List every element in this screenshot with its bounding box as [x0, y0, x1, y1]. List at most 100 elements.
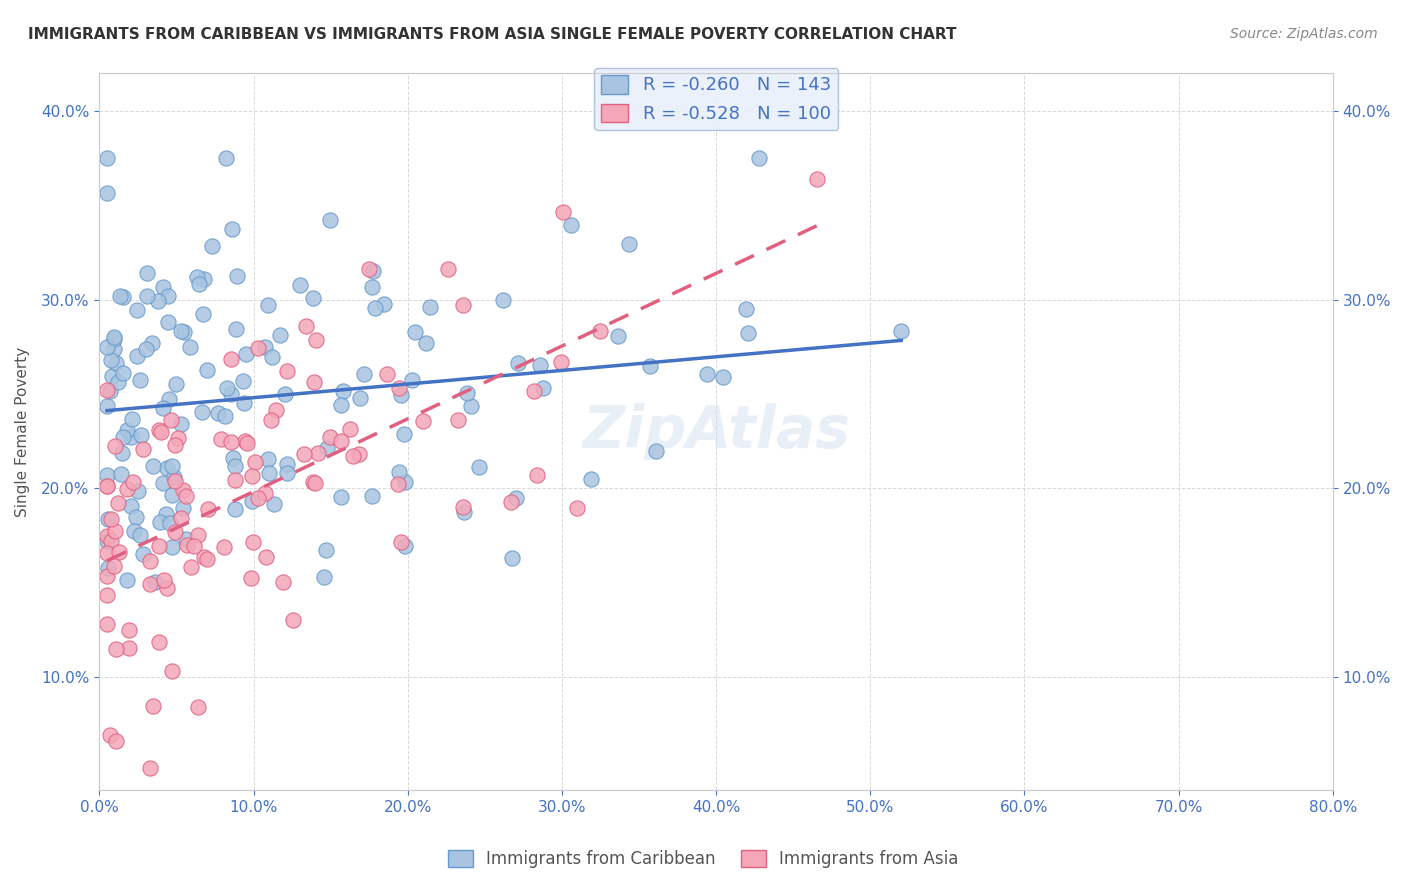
Point: [155, 508, 177, 522]
Point: [456, 386, 478, 401]
Point: [711, 370, 734, 384]
Point: [166, 431, 188, 445]
Point: [550, 355, 572, 369]
Point: [221, 351, 243, 366]
Point: [155, 461, 177, 475]
Point: [107, 375, 129, 389]
Point: [105, 641, 128, 656]
Point: [183, 539, 205, 553]
Point: [96, 151, 118, 165]
Point: [392, 426, 415, 441]
Point: [224, 458, 246, 473]
Point: [139, 761, 162, 775]
Point: [361, 263, 384, 277]
Point: [607, 329, 630, 343]
Point: [551, 204, 574, 219]
Point: [361, 279, 384, 293]
Point: [319, 430, 342, 444]
Point: [292, 447, 315, 461]
Point: [226, 268, 249, 283]
Point: [436, 261, 458, 276]
Point: [110, 467, 132, 481]
Point: [96, 546, 118, 560]
Point: [136, 289, 159, 303]
Point: [104, 439, 127, 453]
Point: [118, 640, 141, 655]
Point: [97, 512, 120, 526]
Point: [233, 434, 256, 448]
Point: [96, 340, 118, 354]
Point: [129, 373, 152, 387]
Point: [257, 298, 280, 312]
Point: [302, 376, 325, 390]
Point: [132, 442, 155, 456]
Point: [172, 483, 194, 498]
Point: [315, 542, 337, 557]
Point: [263, 497, 285, 511]
Point: [179, 340, 201, 354]
Point: [97, 561, 120, 575]
Point: [259, 467, 281, 481]
Point: [96, 467, 118, 482]
Point: [103, 558, 125, 573]
Point: [501, 551, 523, 566]
Text: ZipAtlas: ZipAtlas: [582, 403, 851, 460]
Point: [170, 324, 193, 338]
Point: [451, 500, 474, 514]
Point: [195, 551, 218, 566]
Point: [269, 328, 291, 343]
Point: [142, 459, 165, 474]
Point: [139, 554, 162, 568]
Point: [163, 474, 186, 488]
Point: [387, 476, 409, 491]
Point: [389, 534, 412, 549]
Point: [149, 425, 172, 439]
Point: [96, 399, 118, 413]
Point: [565, 500, 588, 515]
Point: [304, 476, 326, 491]
Point: [163, 470, 186, 484]
Point: [152, 280, 174, 294]
Point: [332, 384, 354, 398]
Point: [225, 322, 247, 336]
Point: [141, 336, 163, 351]
Point: [347, 447, 370, 461]
Point: [533, 382, 555, 396]
Point: [96, 569, 118, 583]
Point: [645, 444, 668, 458]
Point: [737, 326, 759, 341]
Text: Source: ZipAtlas.com: Source: ZipAtlas.com: [1230, 27, 1378, 41]
Point: [734, 302, 756, 317]
Point: [215, 381, 238, 395]
Point: [246, 491, 269, 505]
Point: [415, 336, 437, 351]
Point: [447, 413, 470, 427]
Point: [330, 434, 353, 448]
Point: [219, 435, 242, 450]
Point: [104, 524, 127, 538]
Point: [176, 537, 198, 551]
Point: [170, 417, 193, 432]
Point: [389, 388, 412, 402]
Point: [188, 277, 211, 292]
Point: [159, 516, 181, 530]
Point: [890, 324, 912, 338]
Point: [165, 438, 187, 452]
Point: [96, 617, 118, 632]
Point: [101, 369, 124, 384]
Point: [103, 342, 125, 356]
Point: [560, 218, 582, 232]
Point: [373, 296, 395, 310]
Point: [388, 465, 411, 479]
Point: [191, 404, 214, 418]
Point: [359, 261, 381, 276]
Legend: R = -0.260   N = 143, R = -0.528   N = 100: R = -0.260 N = 143, R = -0.528 N = 100: [593, 68, 838, 130]
Point: [118, 623, 141, 637]
Point: [127, 484, 149, 499]
Point: [187, 700, 209, 714]
Point: [132, 547, 155, 561]
Point: [215, 151, 238, 165]
Point: [319, 213, 342, 227]
Point: [302, 475, 325, 489]
Point: [312, 570, 335, 584]
